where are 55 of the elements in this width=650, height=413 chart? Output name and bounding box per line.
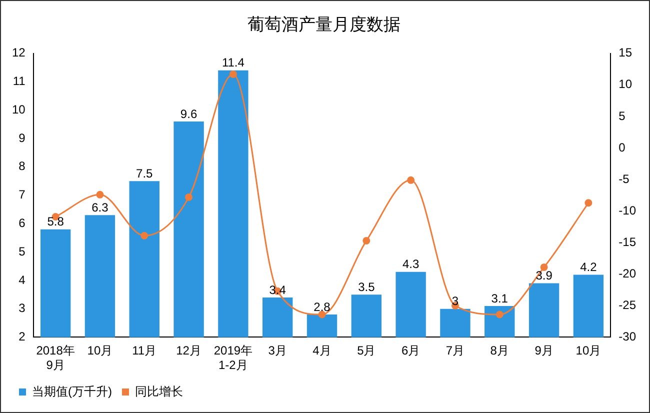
y2-tick-label: -30 (618, 330, 636, 344)
x-tick-label: 9月 (534, 344, 554, 358)
point (96, 190, 104, 198)
y2-tick-label: -10 (618, 203, 636, 218)
chart-title: 葡萄酒产量月度数据 (248, 14, 400, 34)
x-tick-label: 2018年 9月 (36, 344, 75, 372)
y2-tick-label: 15 (618, 46, 632, 60)
point (140, 232, 148, 240)
x-tick-label: 5月 (357, 344, 376, 358)
y2-tick-label: -25 (618, 298, 636, 312)
y2-tick-label: 10 (618, 77, 632, 92)
y2-tick-label: -15 (618, 234, 636, 249)
point (229, 70, 237, 78)
y-tick-label: 4 (18, 272, 26, 287)
x-tick-label: 6月 (401, 344, 420, 358)
data-label: 6.3 (92, 200, 109, 214)
legend-label: 同比增长 (134, 384, 183, 398)
x-tick-label: 10月 (87, 344, 113, 358)
x-tick-label: 7月 (446, 344, 465, 358)
y-tick-label: 6 (18, 216, 26, 230)
x-tick-label: 8月 (490, 344, 509, 358)
y-tick-label: 5 (18, 244, 26, 258)
data-label: 3.5 (358, 280, 376, 294)
y-tick-label: 2 (18, 330, 26, 344)
point (185, 193, 193, 201)
y2-tick-label: 0 (618, 140, 626, 154)
x-tick-label: 4月 (312, 344, 332, 358)
point (407, 176, 415, 184)
point (362, 236, 370, 244)
data-label: 5.8 (47, 214, 64, 229)
x-tick-label: 3月 (268, 344, 287, 358)
y2-tick-label: 5 (618, 108, 626, 123)
data-label: 4.2 (580, 260, 598, 274)
y-tick-label: 10 (12, 102, 26, 116)
data-label: 9.6 (180, 106, 198, 121)
x-tick-label: 2019年 1-2月 (214, 344, 253, 372)
point (584, 199, 592, 207)
y-tick-label: 11 (12, 74, 26, 88)
y-tick-label: 3 (18, 301, 26, 316)
y-tick-label: 8 (18, 159, 26, 174)
data-label: 7.5 (136, 166, 154, 180)
data-label: 3.1 (491, 291, 508, 306)
x-tick-label: 12月 (176, 344, 202, 358)
data-label: 2.8 (314, 300, 331, 314)
legend-label: 当期值(万千升) (32, 384, 112, 398)
y-tick-label: 9 (18, 130, 26, 145)
data-label: 4.3 (402, 257, 420, 272)
x-tick-label: 11月 (132, 344, 157, 358)
y2-tick-label: -20 (618, 266, 636, 280)
y2-tick-label: -5 (618, 172, 630, 186)
data-label: 11.4 (222, 56, 245, 70)
y-tick-label: 12 (12, 46, 26, 60)
y-tick-label: 7 (18, 188, 26, 202)
x-tick-label: 10月 (576, 344, 602, 358)
point (496, 310, 504, 318)
